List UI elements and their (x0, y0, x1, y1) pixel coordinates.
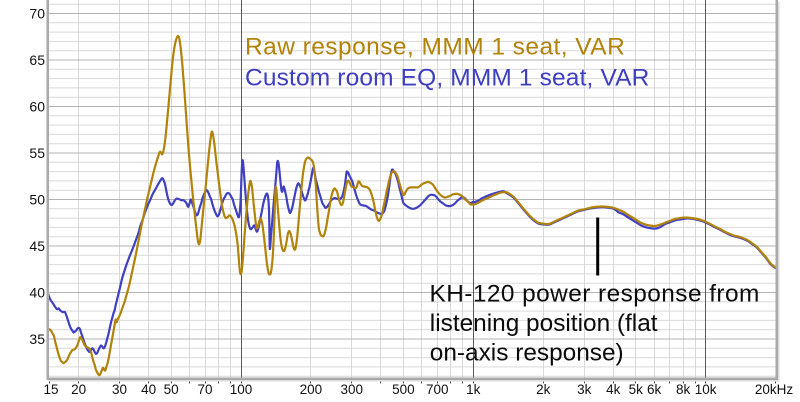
svg-text:700: 700 (426, 382, 449, 397)
svg-text:2k: 2k (536, 382, 551, 397)
svg-text:40: 40 (29, 284, 45, 300)
svg-text:Raw response, MMM 1 seat, VAR: Raw response, MMM 1 seat, VAR (245, 33, 625, 60)
svg-text:500: 500 (392, 382, 415, 397)
svg-text:50: 50 (164, 382, 179, 397)
svg-text:3k: 3k (577, 382, 592, 397)
svg-text:65: 65 (29, 52, 45, 68)
svg-text:4k: 4k (606, 382, 621, 397)
svg-text:70: 70 (197, 382, 212, 397)
svg-text:30: 30 (112, 382, 127, 397)
svg-text:5k: 5k (629, 382, 644, 397)
svg-text:35: 35 (29, 331, 45, 347)
svg-text:20: 20 (71, 382, 86, 397)
svg-text:40: 40 (141, 382, 156, 397)
svg-text:listening position (flat: listening position (flat (430, 310, 658, 337)
svg-text:15: 15 (43, 382, 58, 397)
svg-text:50: 50 (29, 191, 45, 207)
svg-text:200: 200 (300, 382, 323, 397)
svg-text:Custom room EQ, MMM 1 seat, VA: Custom room EQ, MMM 1 seat, VAR (245, 65, 649, 92)
svg-text:10k: 10k (695, 382, 717, 397)
svg-text:KH-120 power response from: KH-120 power response from (430, 281, 760, 308)
svg-text:70: 70 (29, 5, 45, 21)
svg-text:1k: 1k (466, 382, 481, 397)
svg-text:55: 55 (29, 145, 45, 161)
svg-text:8k: 8k (676, 382, 691, 397)
svg-text:on-axis response): on-axis response) (430, 340, 624, 367)
svg-text:6k: 6k (647, 382, 662, 397)
svg-text:300: 300 (341, 382, 364, 397)
svg-text:20kHz: 20kHz (755, 382, 794, 397)
svg-text:45: 45 (29, 238, 45, 254)
svg-text:60: 60 (29, 98, 45, 114)
svg-text:100: 100 (230, 382, 253, 397)
